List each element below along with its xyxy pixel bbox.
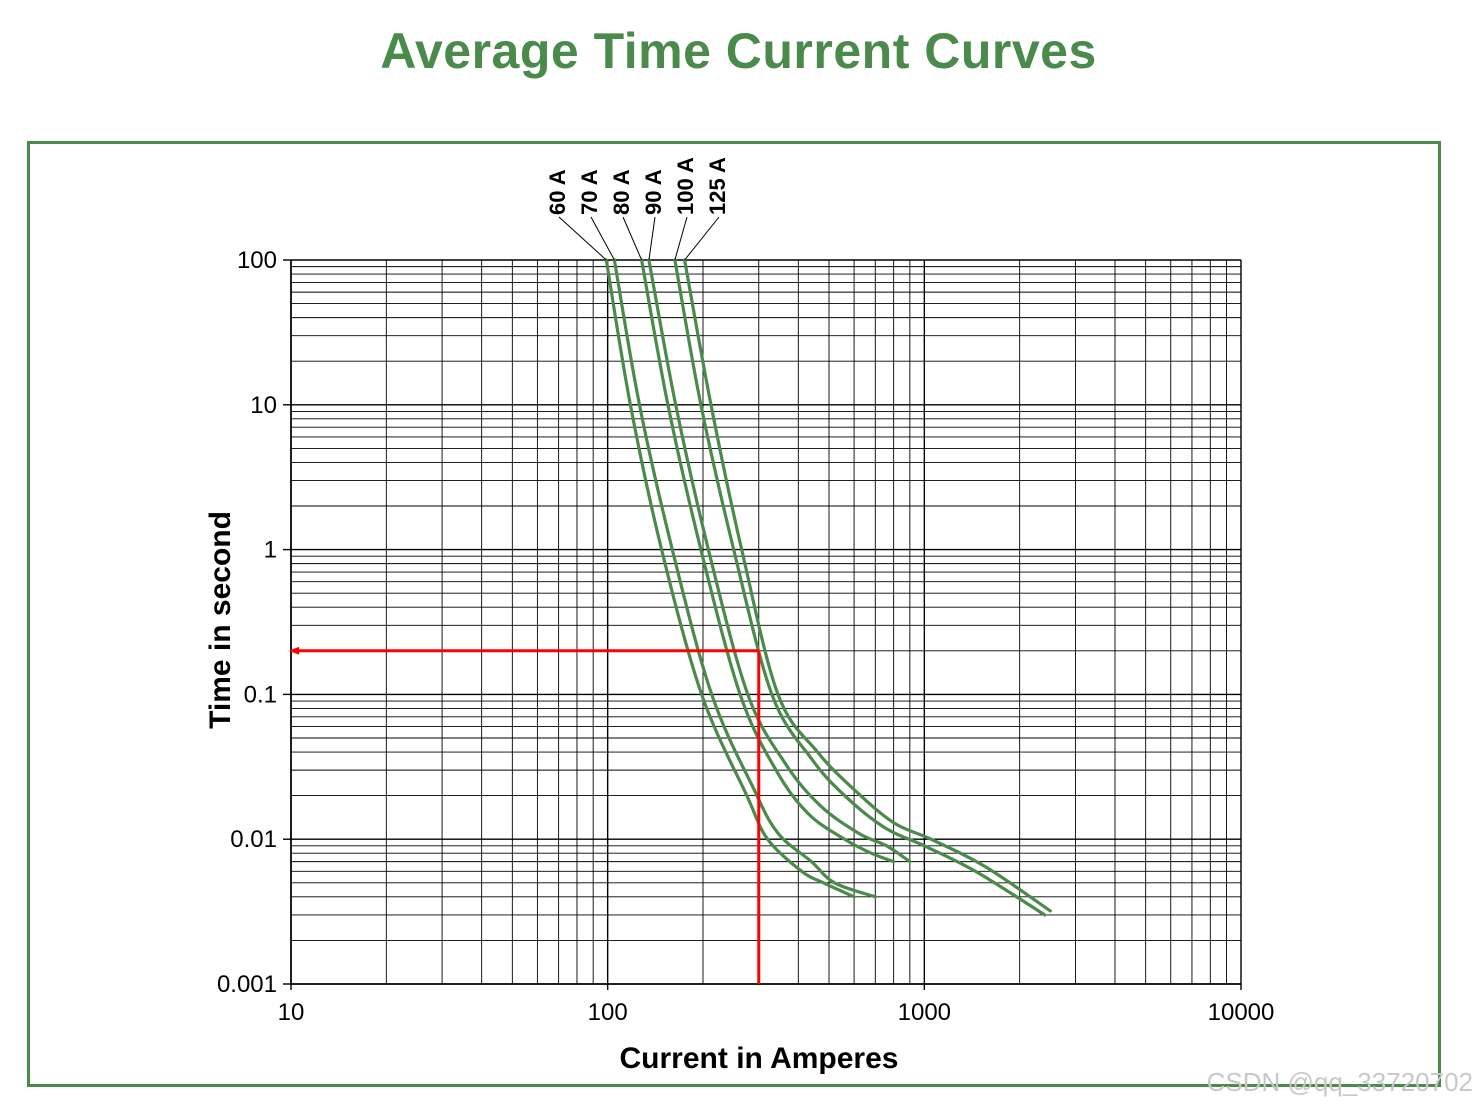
- series-leader-line: [558, 216, 607, 261]
- series-leader-line: [674, 216, 688, 261]
- x-tick-label: 10000: [1208, 999, 1275, 1026]
- series-leader-line: [622, 216, 643, 261]
- curve-125a: [683, 258, 1052, 913]
- x-tick-label: 1000: [898, 999, 951, 1026]
- annotations: [289, 646, 761, 984]
- y-tick-label: 0.1: [244, 681, 277, 708]
- series-label: 70 A: [577, 169, 602, 215]
- y-axis-title: Time in second: [204, 511, 237, 729]
- series-label: 90 A: [641, 169, 666, 215]
- watermark: CSDN @qq_33720702: [1206, 1067, 1473, 1097]
- curve-100a: [673, 258, 1047, 917]
- curve-90a: [647, 258, 912, 864]
- curve-70a: [612, 258, 877, 899]
- y-tick-label: 10: [250, 392, 277, 419]
- grid: [290, 259, 1242, 985]
- curve-60a: [604, 258, 856, 899]
- x-tick-label: 100: [588, 999, 628, 1026]
- x-axis-title: Current in Amperes: [620, 1042, 899, 1075]
- series-label: 125 A: [705, 157, 730, 215]
- series-label: 60 A: [545, 169, 570, 215]
- y-tick-label: 0.01: [230, 826, 277, 853]
- page-title: Average Time Current Curves: [380, 23, 1097, 79]
- series-label: 80 A: [609, 169, 634, 215]
- y-tick-label: 100: [237, 247, 277, 274]
- series-labels: 60 A 70 A 80 A 90 A 100 A 125 A: [545, 157, 730, 261]
- series-label: 100 A: [673, 157, 698, 215]
- x-tick-label: 10: [278, 999, 305, 1026]
- series-leader-line: [590, 216, 615, 261]
- y-tick-label: 0.001: [217, 971, 277, 998]
- curve-80a: [640, 258, 896, 864]
- y-tick-label: 1: [264, 537, 277, 564]
- series-leader-line: [684, 216, 720, 261]
- chart-frame: [27, 141, 1441, 1087]
- curves: [604, 258, 1052, 917]
- series-leader-line: [648, 216, 656, 261]
